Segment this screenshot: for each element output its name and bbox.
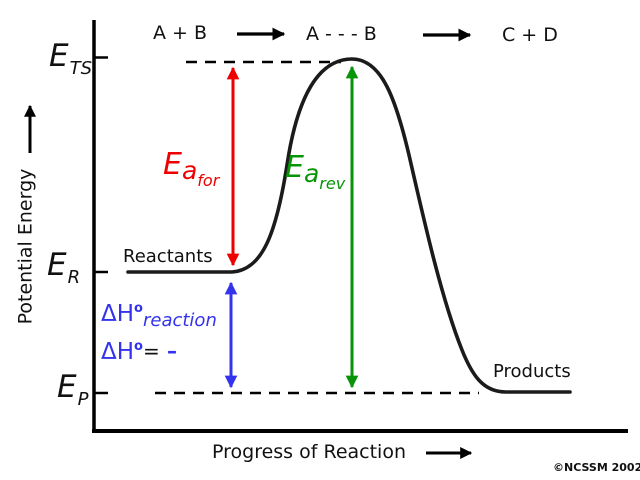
ea-reverse-a: a — [303, 159, 320, 188]
y-axis-title: Potential Energy — [14, 168, 37, 325]
e-r-subscript: R — [67, 267, 81, 288]
ea-forward-e: E — [163, 147, 182, 182]
dh-sign-equals: = — [142, 339, 160, 363]
equation-transition-state: A - - - B — [306, 23, 377, 45]
label-dh-sign: ΔHo= – — [101, 339, 178, 365]
copyright-text: ©NCSSM 2002 — [553, 461, 640, 474]
e-ts-subscript: TS — [69, 58, 93, 79]
x-axis-title: Progress of Reaction — [212, 441, 406, 463]
dh-reaction-sub: reaction — [142, 310, 217, 331]
label-ea-forward: Eafor — [163, 147, 219, 189]
dh-sign-sup: o — [134, 339, 143, 354]
label-dh-reaction: ΔHoreaction — [101, 301, 217, 330]
e-r-symbol: E — [47, 247, 67, 283]
dh-reaction-base: ΔH — [101, 301, 135, 327]
ea-forward-a: a — [181, 156, 198, 185]
ea-reverse-sub: rev — [319, 174, 346, 193]
dh-sign-minus: – — [167, 339, 178, 363]
label-e-p: EP — [57, 369, 88, 409]
ea-reverse-e: E — [285, 150, 304, 185]
e-p-subscript: P — [77, 389, 89, 410]
label-e-ts: ETS — [49, 38, 92, 78]
label-e-r: ER — [47, 247, 80, 287]
e-p-symbol: E — [57, 369, 77, 405]
label-products: Products — [493, 361, 571, 382]
ea-forward-sub: for — [197, 171, 220, 190]
equation-products: C + D — [502, 24, 558, 46]
equation-reactants: A + B — [153, 22, 208, 44]
label-reactants: Reactants — [123, 246, 213, 267]
dh-reaction-sup: o — [134, 301, 143, 316]
dh-sign-base: ΔH — [101, 339, 135, 365]
label-ea-reverse: Earev — [285, 150, 345, 192]
e-ts-symbol: E — [49, 38, 69, 74]
reaction-curve — [126, 57, 572, 394]
